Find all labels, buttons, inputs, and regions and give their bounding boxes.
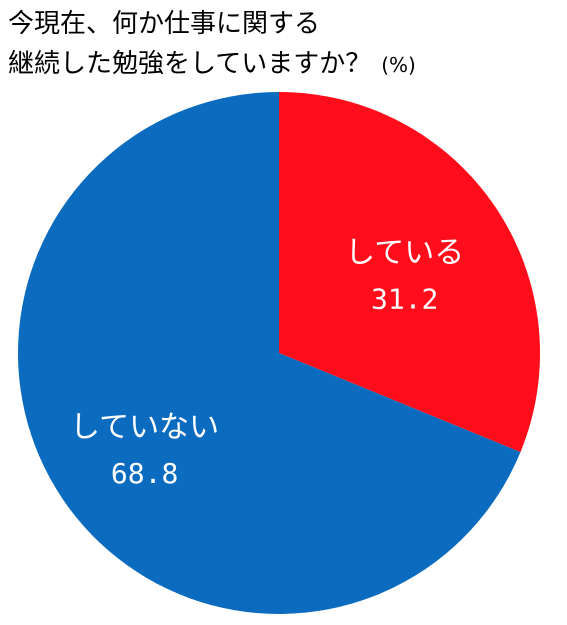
chart-title-line-2: 継続した勉強をしていますか？ (%) <box>8 44 563 85</box>
pie-slice-label-0: している <box>345 236 464 271</box>
pie-slice-label-1: していない <box>70 410 219 445</box>
pie-slices <box>18 92 541 614</box>
chart-title-line-1: 今現在、何か仕事に関する <box>8 9 321 39</box>
pie-slice-0 <box>279 92 541 453</box>
pie-slice-value-1: 68.8 <box>111 457 178 490</box>
pie-slice-value-0: 31.2 <box>371 283 438 316</box>
chart-title: 今現在、何か仕事に関する 継続した勉強をしていますか？ (%) <box>8 4 563 85</box>
pie-labels: している 31.2 していない 68.8 <box>70 236 464 490</box>
chart-unit: (%) <box>381 53 416 77</box>
chart-title-line-2-text: 継続した勉強をしていますか？ <box>8 49 372 79</box>
pie-slice-1 <box>18 92 521 614</box>
